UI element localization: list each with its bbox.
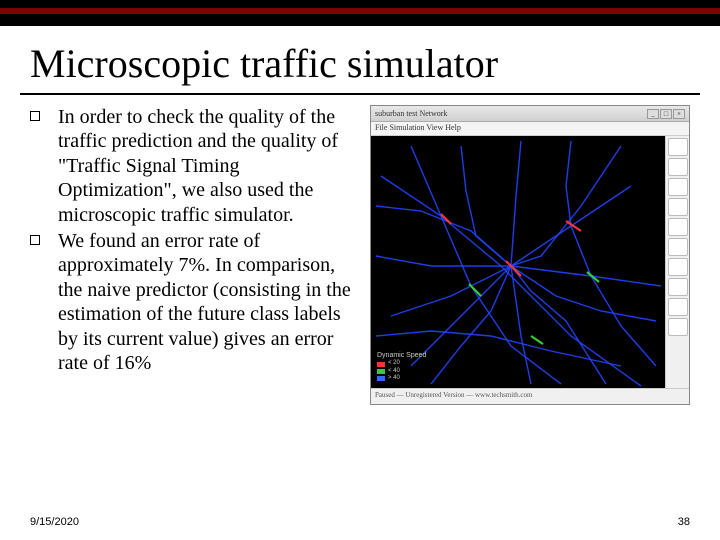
toolbar-button[interactable]	[668, 198, 688, 216]
close-icon[interactable]: ×	[673, 109, 685, 119]
legend-label: < 20	[388, 360, 400, 367]
footer: 9/15/2020 38	[0, 516, 720, 528]
legend-row: > 40	[377, 375, 426, 382]
bullet-text: We found an error rate of approximately …	[58, 229, 360, 375]
content-row: In order to check the quality of the tra…	[0, 105, 720, 405]
toolbar-button[interactable]	[668, 298, 688, 316]
legend-label: < 40	[388, 368, 400, 375]
legend-swatch-icon	[377, 376, 385, 381]
bar-black-top	[0, 0, 720, 8]
legend-label: > 40	[388, 375, 400, 382]
bullet-list: In order to check the quality of the tra…	[30, 105, 360, 375]
title-underline	[20, 93, 700, 95]
bullet-item: In order to check the quality of the tra…	[30, 105, 360, 227]
image-column: suburban test Network _ □ × File Simulat…	[370, 105, 700, 405]
minimize-icon[interactable]: _	[647, 109, 659, 119]
toolbar-button[interactable]	[668, 258, 688, 276]
window-controls: _ □ ×	[647, 109, 685, 119]
toolbar-button[interactable]	[668, 238, 688, 256]
simulator-window: suburban test Network _ □ × File Simulat…	[370, 105, 690, 405]
text-column: In order to check the quality of the tra…	[30, 105, 360, 405]
bullet-text: In order to check the quality of the tra…	[58, 105, 360, 227]
simulator-menubar[interactable]: File Simulation View Help	[371, 122, 689, 136]
legend-swatch-icon	[377, 369, 385, 374]
legend-swatch-icon	[377, 362, 385, 367]
legend-row: < 20	[377, 360, 426, 367]
legend-row: < 40	[377, 368, 426, 375]
simulator-toolbar	[665, 136, 689, 388]
toolbar-button[interactable]	[668, 138, 688, 156]
simulator-canvas: Dynamic Speed < 20< 40> 40	[371, 136, 665, 388]
bullet-item: We found an error rate of approximately …	[30, 229, 360, 375]
footer-page-number: 38	[678, 516, 690, 528]
bullet-marker-icon	[30, 111, 40, 121]
network-graph	[371, 136, 665, 388]
simulator-statusbar: Paused — Unregistered Version — www.tech…	[371, 388, 689, 404]
toolbar-button[interactable]	[668, 318, 688, 336]
footer-date: 9/15/2020	[30, 516, 79, 528]
maximize-icon[interactable]: □	[660, 109, 672, 119]
toolbar-button[interactable]	[668, 158, 688, 176]
toolbar-button[interactable]	[668, 218, 688, 236]
toolbar-button[interactable]	[668, 278, 688, 296]
simulator-title-text: suburban test Network	[375, 109, 447, 118]
legend: Dynamic Speed < 20< 40> 40	[377, 352, 426, 382]
legend-title: Dynamic Speed	[377, 352, 426, 359]
bar-black-bottom	[0, 14, 720, 26]
toolbar-button[interactable]	[668, 178, 688, 196]
bullet-marker-icon	[30, 235, 40, 245]
decorative-top-bars	[0, 0, 720, 26]
slide-title: Microscopic traffic simulator	[0, 26, 720, 93]
simulator-titlebar: suburban test Network _ □ ×	[371, 106, 689, 122]
